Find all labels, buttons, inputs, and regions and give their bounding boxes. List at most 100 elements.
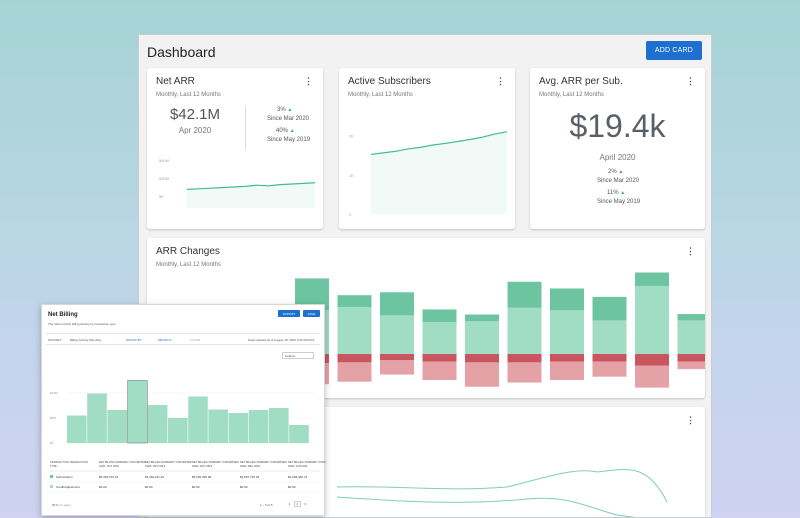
table-cell: $3,093,482.74 [288, 475, 308, 479]
net-arr-period: Apr 2020 [178, 126, 212, 135]
net-billing-title: Net Billing [48, 312, 78, 318]
bar-segment [465, 362, 499, 387]
bar-segment [635, 365, 669, 388]
metrics-button[interactable]: METRICS [158, 338, 172, 342]
y-tick-label: 0 [349, 212, 352, 217]
page-title: Dashboard [147, 44, 216, 60]
bar [147, 405, 168, 443]
bar-segment [677, 354, 705, 362]
up-arrow-icon: ▲ [620, 190, 626, 196]
area-fill [187, 182, 315, 208]
bar-segment [465, 321, 499, 354]
group-by-button[interactable]: GROUP BY [126, 338, 142, 342]
page-number[interactable]: 3 [304, 502, 307, 506]
table-header: SUM / DEC 2019 [240, 464, 260, 468]
up-arrow-icon: ▲ [287, 107, 293, 113]
bar [208, 409, 228, 443]
card-subtitle: Monthly, Last 12 Months [156, 262, 221, 268]
bar-segment [550, 288, 584, 311]
stat-value: 3% [277, 107, 286, 113]
net-billing-description: The total monthly billing activity by tr… [48, 322, 117, 326]
bar [188, 396, 208, 443]
avg-arr-period: April 2020 [599, 153, 636, 162]
y-tick-label: 2K [349, 134, 354, 139]
y-tick-label: $10M [50, 391, 58, 395]
page-number[interactable]: 1 [288, 502, 291, 506]
bar-segment [507, 362, 542, 383]
pagination-pages: 1 2 3 [286, 501, 309, 507]
table-cell: $0.00 [145, 485, 153, 489]
bar-segment [465, 314, 499, 322]
net-arr-card: Net ARR Monthly, Last 12 Months ⋮ $42.1M… [147, 68, 323, 229]
bar [107, 410, 127, 443]
filter-button[interactable]: FILTER [190, 338, 201, 342]
kebab-menu-icon[interactable]: ⋮ [686, 415, 695, 425]
y-tick-label: $0 [159, 194, 164, 199]
chart-type-select[interactable]: Column [282, 352, 314, 359]
add-card-button[interactable]: ADD CARD [646, 41, 702, 60]
kebab-menu-icon[interactable]: ⋮ [686, 246, 695, 256]
card-subtitle: Monthly, Last 12 Months [348, 92, 413, 98]
line-series-1 [336, 469, 668, 503]
dataset-select[interactable]: Billing Activity (Monthly) [70, 338, 102, 342]
save-button[interactable]: SAVE [303, 310, 320, 317]
net-billing-bar-chart: $10M $5M $0 [50, 380, 314, 445]
bar [67, 415, 87, 443]
bar-segment [592, 320, 627, 354]
y-tick-label: 1K [349, 173, 354, 178]
table-cell: $5,453,376.41 [99, 475, 119, 479]
page-size-select[interactable]: 25 ▾ per page [52, 503, 71, 507]
bar-segment [422, 322, 457, 354]
active-subscribers-area-chart: 2K 1K 0 [349, 131, 508, 217]
series-line [370, 131, 508, 156]
bar-segment [380, 315, 414, 354]
table-header: TYPE [50, 464, 57, 468]
stat-value: 11% [607, 190, 619, 196]
y-tick-label: $60M [159, 158, 169, 163]
card-subtitle: Monthly, Last 12 Months [156, 92, 221, 98]
bar [289, 425, 309, 443]
kebab-menu-icon[interactable]: ⋮ [304, 76, 313, 86]
bar-segment [422, 361, 457, 381]
area-fill [371, 131, 507, 214]
bar-segment [465, 354, 499, 363]
table-header: NET BILLING SUMMARY CONVERTED [192, 460, 239, 464]
table-cell: $3,897,745.29 [240, 475, 260, 479]
bar-segment [635, 285, 669, 354]
table-header: NET BILLING SUMMARY CONVERTED [240, 460, 287, 464]
bar-segment [507, 281, 542, 308]
bar-segment [380, 292, 414, 316]
bar-segment [422, 354, 457, 362]
avg-arr-value: $19.4k [569, 108, 666, 144]
page-number-current[interactable]: 2 [293, 501, 301, 507]
stat1-since: Since Mar 2020 [267, 116, 310, 122]
bar-segment [677, 314, 705, 321]
bar [228, 413, 249, 443]
y-tick-label: $5M [50, 416, 56, 420]
y-tick-label: $30M [159, 176, 169, 181]
legend-swatch [50, 485, 53, 488]
bar-segment [507, 354, 542, 363]
kebab-menu-icon[interactable]: ⋮ [496, 76, 505, 86]
table-cell: Credit/Adjustment [56, 485, 80, 489]
bar-segment [507, 307, 542, 354]
table-cell: $0.00 [240, 485, 248, 489]
stat-value: 40% [276, 128, 289, 134]
table-cell: $5,030,395.95 [192, 475, 212, 479]
table-header: NET BILLING SUMMARY CONVERTED [288, 460, 326, 464]
bar-segment [550, 354, 584, 362]
table-header: NET BILLING SUMMARY CONVERTED [145, 460, 192, 464]
card-title: ARR Changes [156, 246, 220, 257]
bar-segment [422, 309, 457, 323]
bar [168, 418, 188, 443]
up-arrow-icon: ▲ [289, 128, 295, 134]
bar-segment [337, 295, 372, 307]
stat2-since: Since May 2019 [267, 137, 311, 143]
kebab-menu-icon[interactable]: ⋮ [686, 76, 695, 86]
table-header: SUM / NOV 2019 [145, 464, 166, 468]
bar-segment [592, 361, 627, 377]
active-subscribers-card: Active Subscribers Monthly, Last 12 Mont… [339, 68, 515, 229]
up-arrow-icon: ▲ [618, 169, 624, 175]
export-button[interactable]: EXPORT [278, 310, 300, 317]
table-header: SUM / OCT 2019 [99, 464, 119, 468]
